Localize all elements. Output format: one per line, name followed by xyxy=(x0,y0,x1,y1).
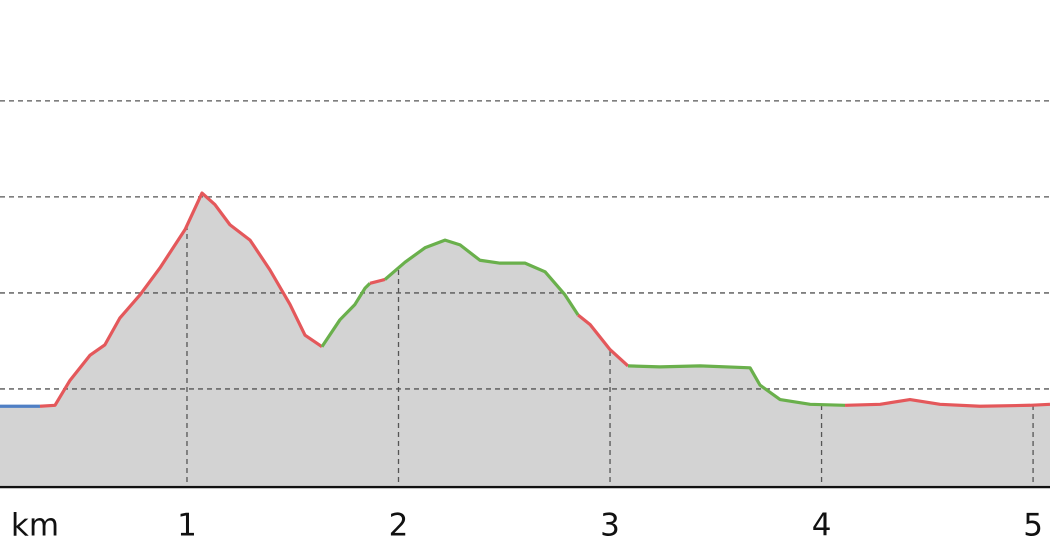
profile-segment xyxy=(844,397,1050,408)
x-tick-label: 2 xyxy=(389,508,409,544)
profile-segment xyxy=(369,277,386,285)
profile-segment xyxy=(627,364,846,407)
x-tick-label: 5 xyxy=(1023,508,1043,544)
profile-segment xyxy=(383,238,580,316)
profile-segment xyxy=(39,191,323,408)
profile-segment xyxy=(577,313,630,368)
x-unit-label: km xyxy=(11,508,59,544)
profile-segment xyxy=(320,282,372,348)
x-tick-label: 1 xyxy=(177,508,197,544)
profile-area xyxy=(0,193,1050,485)
x-tick-label: 3 xyxy=(600,508,620,544)
x-tick-label: 4 xyxy=(812,508,832,544)
